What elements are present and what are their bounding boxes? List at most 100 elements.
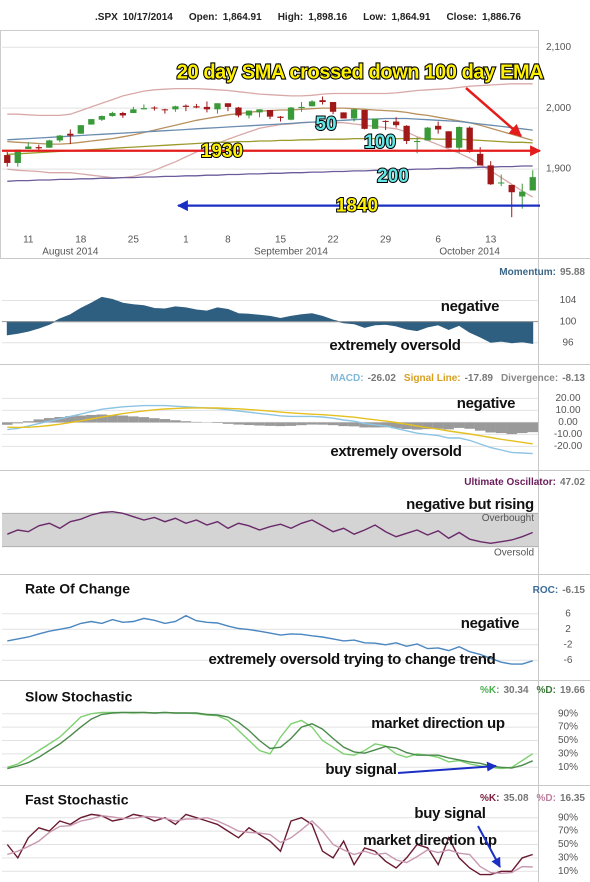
y-tick-label: -10.00	[554, 429, 583, 440]
bar	[128, 416, 139, 423]
y-tick-label: 10%	[558, 762, 578, 773]
readout: ROC: -6.15	[533, 585, 586, 596]
y-tick-label: 70%	[558, 826, 578, 837]
bar	[170, 420, 181, 423]
line	[7, 711, 533, 770]
header-value: 1,864.91	[392, 12, 431, 23]
readout-name: %K:	[480, 685, 499, 696]
annotation: negative but rising	[406, 496, 534, 513]
bar	[12, 422, 24, 424]
bar	[432, 422, 444, 429]
candle-body	[266, 109, 274, 117]
overlay-line	[7, 121, 534, 198]
bar	[296, 422, 307, 426]
header-value: 10/17/2014	[123, 12, 173, 23]
annotation-arrow	[465, 87, 522, 137]
bar	[506, 422, 517, 435]
bar	[516, 422, 528, 434]
bar	[65, 416, 76, 423]
bar	[243, 422, 255, 426]
annotation: extremely oversold trying to change tren…	[209, 651, 496, 668]
candle-body	[46, 140, 53, 148]
area	[6, 296, 534, 344]
bar	[33, 419, 45, 423]
readout-value: -6.15	[562, 585, 585, 596]
bar	[380, 422, 391, 428]
overlay-line	[7, 165, 533, 182]
y-tick-label: -2	[564, 639, 573, 650]
line	[7, 407, 533, 445]
readout-value: -8.13	[562, 373, 585, 384]
ma-label: 200	[377, 166, 409, 187]
line	[7, 614, 533, 665]
readout-value: 95.88	[560, 267, 585, 278]
annotation-arrow	[477, 825, 501, 868]
readout-name: Momentum:	[499, 267, 556, 278]
x-tick-label: 1	[183, 235, 189, 246]
overlay-line	[7, 117, 533, 141]
x-tick-label: 25	[128, 235, 140, 246]
candle-body	[14, 149, 21, 163]
candle-body	[529, 177, 536, 191]
candle-body	[172, 106, 179, 110]
x-tick-label: 13	[485, 235, 497, 246]
month-label: September 2014	[254, 247, 328, 258]
level-label: 1840	[336, 196, 378, 217]
band	[2, 513, 538, 547]
overlay-line	[7, 83, 533, 117]
y-tick-label: 50%	[558, 735, 578, 746]
annotation: buy signal	[414, 805, 485, 822]
annotation: 20 day SMA crossed down 100 day EMA	[177, 61, 544, 83]
readout-value: 19.66	[560, 685, 585, 696]
x-tick-label: 29	[380, 235, 392, 246]
annotation: extremely oversold	[330, 443, 461, 460]
y-tick-label: 0.00	[558, 417, 578, 428]
x-tick-label: 8	[225, 235, 231, 246]
candle-body	[161, 109, 169, 111]
candle-body	[435, 125, 442, 130]
candle-body	[466, 127, 473, 152]
candle-body	[130, 109, 137, 113]
bar	[264, 422, 276, 426]
header-value: 1,864.91	[223, 12, 262, 23]
y-tick-label: -6	[564, 655, 573, 666]
candle-body	[203, 106, 211, 110]
bar	[2, 422, 13, 425]
candle-body	[56, 135, 63, 141]
header-name: .SPX	[95, 12, 118, 23]
annotation: market direction up	[363, 832, 497, 849]
candle-body	[151, 107, 158, 109]
bar	[285, 422, 297, 426]
bar	[359, 422, 370, 428]
candle-body	[25, 146, 32, 149]
line	[7, 404, 533, 455]
candle-body	[487, 165, 494, 185]
y-tick-label: 2	[565, 624, 571, 635]
header-value: 1,898.16	[308, 12, 347, 23]
readout-name: %D:	[537, 793, 556, 804]
candle-body	[109, 113, 116, 117]
readout-name: %K:	[480, 793, 499, 804]
header-name: High:	[278, 12, 304, 23]
candle-body	[119, 113, 127, 116]
readout-name: Signal Line:	[404, 373, 461, 384]
candle-body	[445, 131, 452, 148]
y-tick-label: 90%	[558, 708, 578, 719]
bar	[107, 415, 118, 423]
readout: Momentum: 95.88	[499, 267, 585, 278]
bar	[464, 422, 475, 429]
candle-body	[224, 103, 232, 107]
bar	[275, 422, 286, 427]
candle-body	[392, 121, 400, 126]
annotation: market direction up	[371, 715, 505, 732]
bar	[422, 422, 433, 430]
bar	[117, 415, 129, 423]
readout: %K: 30.34 %D: 19.66	[480, 685, 585, 696]
bar	[96, 414, 108, 423]
annotation: negative	[441, 298, 499, 315]
bar	[23, 421, 34, 423]
bar	[348, 422, 360, 427]
month-label: August 2014	[42, 247, 99, 258]
